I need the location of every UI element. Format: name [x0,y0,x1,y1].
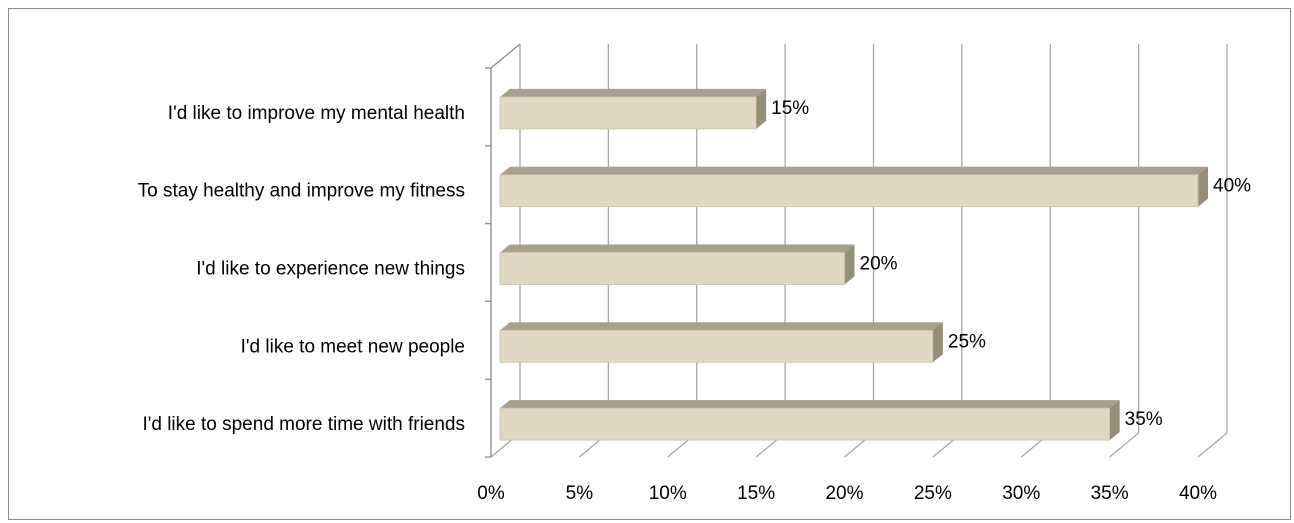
bar [499,88,767,130]
x-tick-label: 35% [1091,483,1129,504]
bar-top [500,244,855,253]
x-tick-label: 25% [914,483,952,504]
bar-front [499,174,1199,208]
bar-side [1109,400,1120,441]
category-label: I'd like to experience new things [196,259,465,280]
label-layer: 0% 5% 10% 15% 20% 25% 30% 35% 40% 15% I'd like to … [138,98,1252,504]
bar [499,322,943,363]
x-tick-label: 40% [1179,483,1217,504]
y-axis-top-edge [490,43,521,69]
category-label: I'd like to meet new people [241,336,465,357]
data-label: 20% [860,254,898,275]
x-tick-label: 30% [1002,483,1040,504]
data-label: 25% [948,331,986,352]
bar-top [500,322,943,331]
bar-top [500,166,1208,175]
bar-side [756,88,767,129]
x-tick-label: 20% [825,483,863,504]
gridline-floor [1109,432,1140,458]
axis-layer [485,43,521,458]
data-label: 40% [1213,176,1251,197]
category-label: I'd like to improve my mental health [168,103,465,124]
x-tick-label: 5% [566,483,594,504]
bar [499,244,855,285]
bar-side [932,322,943,363]
bar-front [499,96,757,130]
bar-layer [499,88,1208,441]
bar-top [500,400,1120,409]
category-label: To stay healthy and improve my fitness [138,181,465,202]
bar-front [499,252,845,285]
x-tick-label: 0% [477,483,505,504]
bar-side [844,244,855,285]
x-tick-label: 15% [737,483,775,504]
data-label: 35% [1125,409,1163,430]
x-tick-label: 10% [649,483,687,504]
bar-front [499,329,934,363]
bar-side [1198,166,1208,207]
bar [499,166,1208,208]
gridline-floor [1197,432,1228,458]
data-label: 15% [771,98,809,119]
bar-top [500,88,767,97]
bar-front [499,407,1111,441]
category-label: I'd like to spend more time with friends [142,414,465,435]
bar [499,400,1120,441]
